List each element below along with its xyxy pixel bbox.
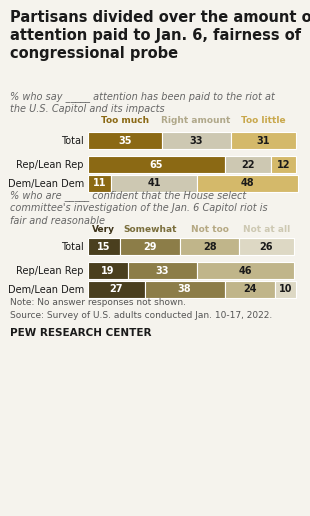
Text: 24: 24 [243, 284, 256, 295]
Text: 35: 35 [118, 136, 131, 146]
Text: 65: 65 [149, 159, 163, 169]
Text: Too little: Too little [241, 116, 286, 125]
Bar [88, 281, 145, 298]
Text: 41: 41 [147, 179, 161, 188]
Text: Rep/Lean Rep: Rep/Lean Rep [16, 266, 84, 276]
Bar [224, 156, 271, 173]
Bar [111, 175, 197, 192]
Bar [88, 262, 128, 279]
Bar [224, 281, 275, 298]
Text: Total: Total [61, 136, 84, 146]
Bar [145, 281, 224, 298]
Text: Rep/Lean Rep: Rep/Lean Rep [16, 159, 84, 169]
Bar [88, 175, 111, 192]
Bar [180, 238, 239, 255]
Bar [88, 238, 119, 255]
Text: Note: No answer responses not shown.: Note: No answer responses not shown. [10, 298, 186, 307]
Text: 27: 27 [110, 284, 123, 295]
Bar [275, 281, 296, 298]
Text: PEW RESEARCH CENTER: PEW RESEARCH CENTER [10, 328, 152, 338]
Text: Total: Total [61, 241, 84, 251]
Text: 46: 46 [239, 266, 252, 276]
Text: % who are _____ confident that the House select
committee's investigation of the: % who are _____ confident that the House… [10, 190, 268, 225]
Text: 31: 31 [257, 136, 270, 146]
Bar [197, 262, 294, 279]
Bar [88, 156, 224, 173]
Bar [162, 132, 231, 149]
Text: 19: 19 [101, 266, 115, 276]
Text: 28: 28 [203, 241, 217, 251]
Bar [239, 238, 294, 255]
Bar [197, 175, 298, 192]
Text: 38: 38 [178, 284, 191, 295]
Text: 11: 11 [93, 179, 106, 188]
Text: Not too: Not too [191, 225, 229, 234]
Text: Dem/Lean Dem: Dem/Lean Dem [8, 284, 84, 295]
Bar [271, 156, 296, 173]
Text: 15: 15 [97, 241, 110, 251]
Text: Very: Very [92, 225, 115, 234]
Text: Too much: Too much [101, 116, 149, 125]
Text: % who say _____ attention has been paid to the riot at
the U.S. Capitol and its : % who say _____ attention has been paid … [10, 91, 275, 115]
Text: Source: Survey of U.S. adults conducted Jan. 10-17, 2022.: Source: Survey of U.S. adults conducted … [10, 311, 272, 320]
Text: 12: 12 [277, 159, 290, 169]
Bar [88, 132, 162, 149]
Text: 26: 26 [260, 241, 273, 251]
Text: Right amount: Right amount [162, 116, 231, 125]
Bar [231, 132, 296, 149]
Text: 33: 33 [189, 136, 203, 146]
Text: 29: 29 [143, 241, 157, 251]
Text: 33: 33 [156, 266, 169, 276]
Text: 10: 10 [279, 284, 292, 295]
Text: Somewhat: Somewhat [123, 225, 177, 234]
Text: Dem/Lean Dem: Dem/Lean Dem [8, 179, 84, 188]
Text: 22: 22 [241, 159, 254, 169]
Bar [128, 262, 197, 279]
Bar [119, 238, 180, 255]
Text: 48: 48 [241, 179, 255, 188]
Text: Not at all: Not at all [243, 225, 290, 234]
Text: Partisans divided over the amount of
attention paid to Jan. 6, fairness of
congr: Partisans divided over the amount of att… [10, 10, 310, 61]
